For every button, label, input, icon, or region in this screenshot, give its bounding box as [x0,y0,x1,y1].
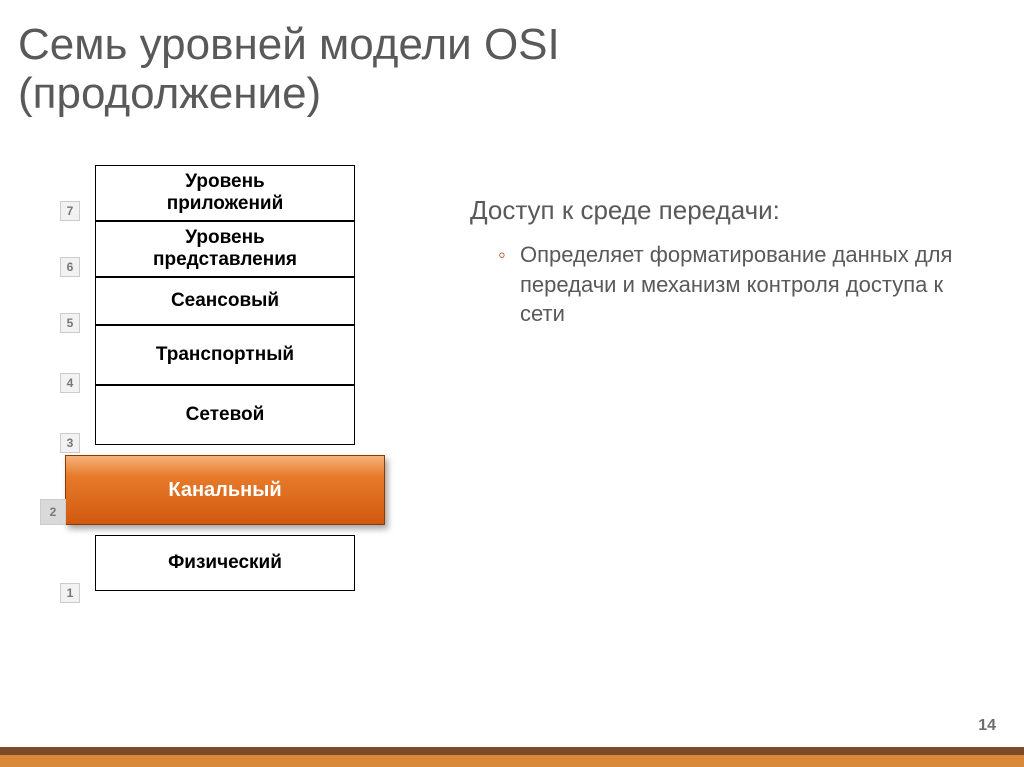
description-bullet: Определяет форматирование данных для пер… [470,240,990,329]
title-line-2: (продолжение) [18,69,321,118]
osi-layer-number-6: 6 [60,257,80,277]
osi-layer-box-1: Физический [95,535,355,591]
osi-layer-box-2: Канальный [65,455,385,525]
osi-layer-box-5: Сеансовый [95,277,355,325]
title-line-1: Семь уровней модели OSI [18,20,560,69]
osi-layer-number-7: 7 [60,201,80,221]
footer-bar-top [0,747,1024,755]
slide-title: Семь уровней модели OSI (продолжение) [18,20,560,119]
description-heading: Доступ к среде передачи: [470,195,990,226]
osi-layer-number-1: 1 [60,583,80,603]
footer-bar-bottom [0,755,1024,767]
osi-layer-box-4: Транспортный [95,325,355,385]
osi-layers-diagram: Уровеньприложений7Уровеньпредставления6С… [40,155,370,715]
description-panel: Доступ к среде передачи: Определяет форм… [470,195,990,329]
osi-layer-number-5: 5 [60,313,80,333]
osi-layer-number-2: 2 [40,499,66,525]
osi-layer-box-7: Уровеньприложений [95,165,355,221]
osi-layer-number-4: 4 [60,373,80,393]
osi-layer-box-3: Сетевой [95,385,355,445]
osi-layer-number-3: 3 [60,433,80,453]
footer-decoration [0,731,1024,767]
osi-layer-box-6: Уровеньпредставления [95,221,355,277]
